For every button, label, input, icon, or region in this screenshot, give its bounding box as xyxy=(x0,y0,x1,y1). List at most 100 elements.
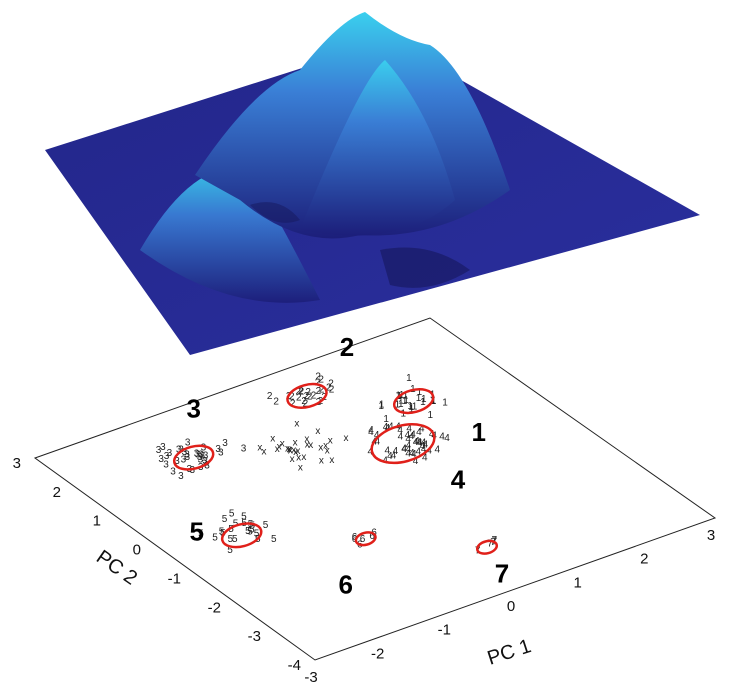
point-marker: 2 xyxy=(328,379,334,390)
point-marker: 5 xyxy=(254,529,260,540)
surface-dip xyxy=(380,247,470,288)
point-marker: 5 xyxy=(245,526,251,537)
point-marker: 3 xyxy=(203,450,209,461)
point-marker: 3 xyxy=(185,438,191,449)
point-marker: 4 xyxy=(391,451,397,462)
point-marker: 4 xyxy=(401,443,407,454)
point-marker: 6 xyxy=(369,531,375,542)
x-tick-label: -3 xyxy=(304,669,317,683)
point-marker: 3 xyxy=(170,466,176,477)
point-marker: x xyxy=(293,447,298,458)
point-marker: 2 xyxy=(329,384,335,395)
y-tick-label: 1 xyxy=(93,513,101,530)
point-marker: 4 xyxy=(393,446,399,457)
x-tick-label: 3 xyxy=(707,527,715,544)
surface-peak-left xyxy=(140,167,320,303)
point-marker: 3 xyxy=(204,461,210,472)
point-marker: 1 xyxy=(421,394,427,405)
density-surface xyxy=(45,12,700,355)
point-marker: 2 xyxy=(267,391,273,402)
point-marker: 1 xyxy=(401,408,407,419)
cluster-contour xyxy=(354,531,377,547)
point-marker: 4 xyxy=(422,453,428,464)
point-marker: 4 xyxy=(423,439,429,450)
point-marker: 2 xyxy=(301,396,307,407)
pc-plane xyxy=(33,317,717,661)
point-marker: x xyxy=(262,447,267,458)
point-marker: 5 xyxy=(271,534,277,545)
point-marker: 5 xyxy=(249,525,255,536)
point-marker: 1 xyxy=(412,402,418,413)
point-marker: 2 xyxy=(305,387,311,398)
point-marker: 1 xyxy=(398,396,404,407)
point-marker: 1 xyxy=(442,397,448,408)
point-marker: 4 xyxy=(368,425,374,436)
point-marker: 1 xyxy=(407,401,413,412)
point-marker: 4 xyxy=(421,438,427,449)
point-marker: 3 xyxy=(194,448,200,459)
point-marker: 4 xyxy=(420,441,426,452)
point-marker: 5 xyxy=(198,528,204,539)
point-marker: 4 xyxy=(388,422,394,433)
y-tick-label: 3 xyxy=(13,455,21,472)
point-marker: 5 xyxy=(227,545,233,556)
y-tick-label: -3 xyxy=(248,628,261,645)
point-marker: 2 xyxy=(299,387,305,398)
point-marker: x xyxy=(280,438,285,449)
point-marker: 1 xyxy=(395,400,401,411)
cluster-contour xyxy=(370,423,436,465)
point-marker: 7 xyxy=(487,539,493,550)
point-marker: 1 xyxy=(379,400,385,411)
cluster-label: 3 xyxy=(186,394,200,424)
point-marker: 5 xyxy=(212,533,218,544)
point-marker: 4 xyxy=(368,447,374,458)
point-marker: 3 xyxy=(164,451,170,462)
y-tick-label: -1 xyxy=(168,570,181,587)
point-marker: 1 xyxy=(428,410,434,421)
point-marker: 4 xyxy=(417,438,423,449)
y-tick-label: 2 xyxy=(53,484,61,501)
point-marker: 4 xyxy=(405,430,411,441)
point-marker: 1 xyxy=(416,393,422,404)
point-marker: x xyxy=(319,456,324,467)
point-marker: 4 xyxy=(406,441,412,452)
point-marker: 4 xyxy=(416,437,422,448)
point-marker: x xyxy=(295,446,300,457)
x-tick-labels: -3 -2 -1 0 1 2 3 xyxy=(304,527,715,683)
point-marker: x xyxy=(325,445,330,456)
point-marker: 4 xyxy=(416,446,422,457)
point-marker: 3 xyxy=(182,447,188,458)
point-marker: 1 xyxy=(406,373,412,384)
x-tick-label: 1 xyxy=(574,574,582,591)
point-marker: 3 xyxy=(222,438,228,449)
point-marker: 2 xyxy=(304,391,310,402)
point-marker: 3 xyxy=(156,445,162,456)
point-marker: 4 xyxy=(409,448,415,459)
point-marker: 3 xyxy=(185,452,191,463)
point-marker: x xyxy=(293,437,298,448)
point-marker: 2 xyxy=(296,386,302,397)
point-marker: 3 xyxy=(174,456,180,467)
point-marker: 2 xyxy=(316,386,322,397)
point-marker: 5 xyxy=(263,520,269,531)
point-marker: 5 xyxy=(219,527,225,538)
surface-peak-front xyxy=(300,60,455,236)
point-marker: 3 xyxy=(176,445,182,456)
cluster-contour xyxy=(220,522,263,549)
point-marker: 4 xyxy=(385,445,391,456)
point-marker: 4 xyxy=(375,437,381,448)
point-marker: 1 xyxy=(409,404,415,415)
point-marker: 5 xyxy=(233,518,239,529)
cluster-label: 5 xyxy=(189,516,203,546)
cluster-label: 1 xyxy=(471,417,485,447)
point-marker: 3 xyxy=(158,454,164,465)
point-marker: 3 xyxy=(201,442,207,453)
point-marker: 3 xyxy=(218,447,224,458)
point-marker: 5 xyxy=(228,534,234,545)
point-marker: 2 xyxy=(318,375,324,386)
point-marker: 2 xyxy=(303,398,309,409)
x-tick-label: 0 xyxy=(507,598,515,615)
point-marker: 3 xyxy=(198,455,204,466)
point-marker: 6 xyxy=(352,532,358,543)
x-tick-label: -2 xyxy=(371,645,384,662)
